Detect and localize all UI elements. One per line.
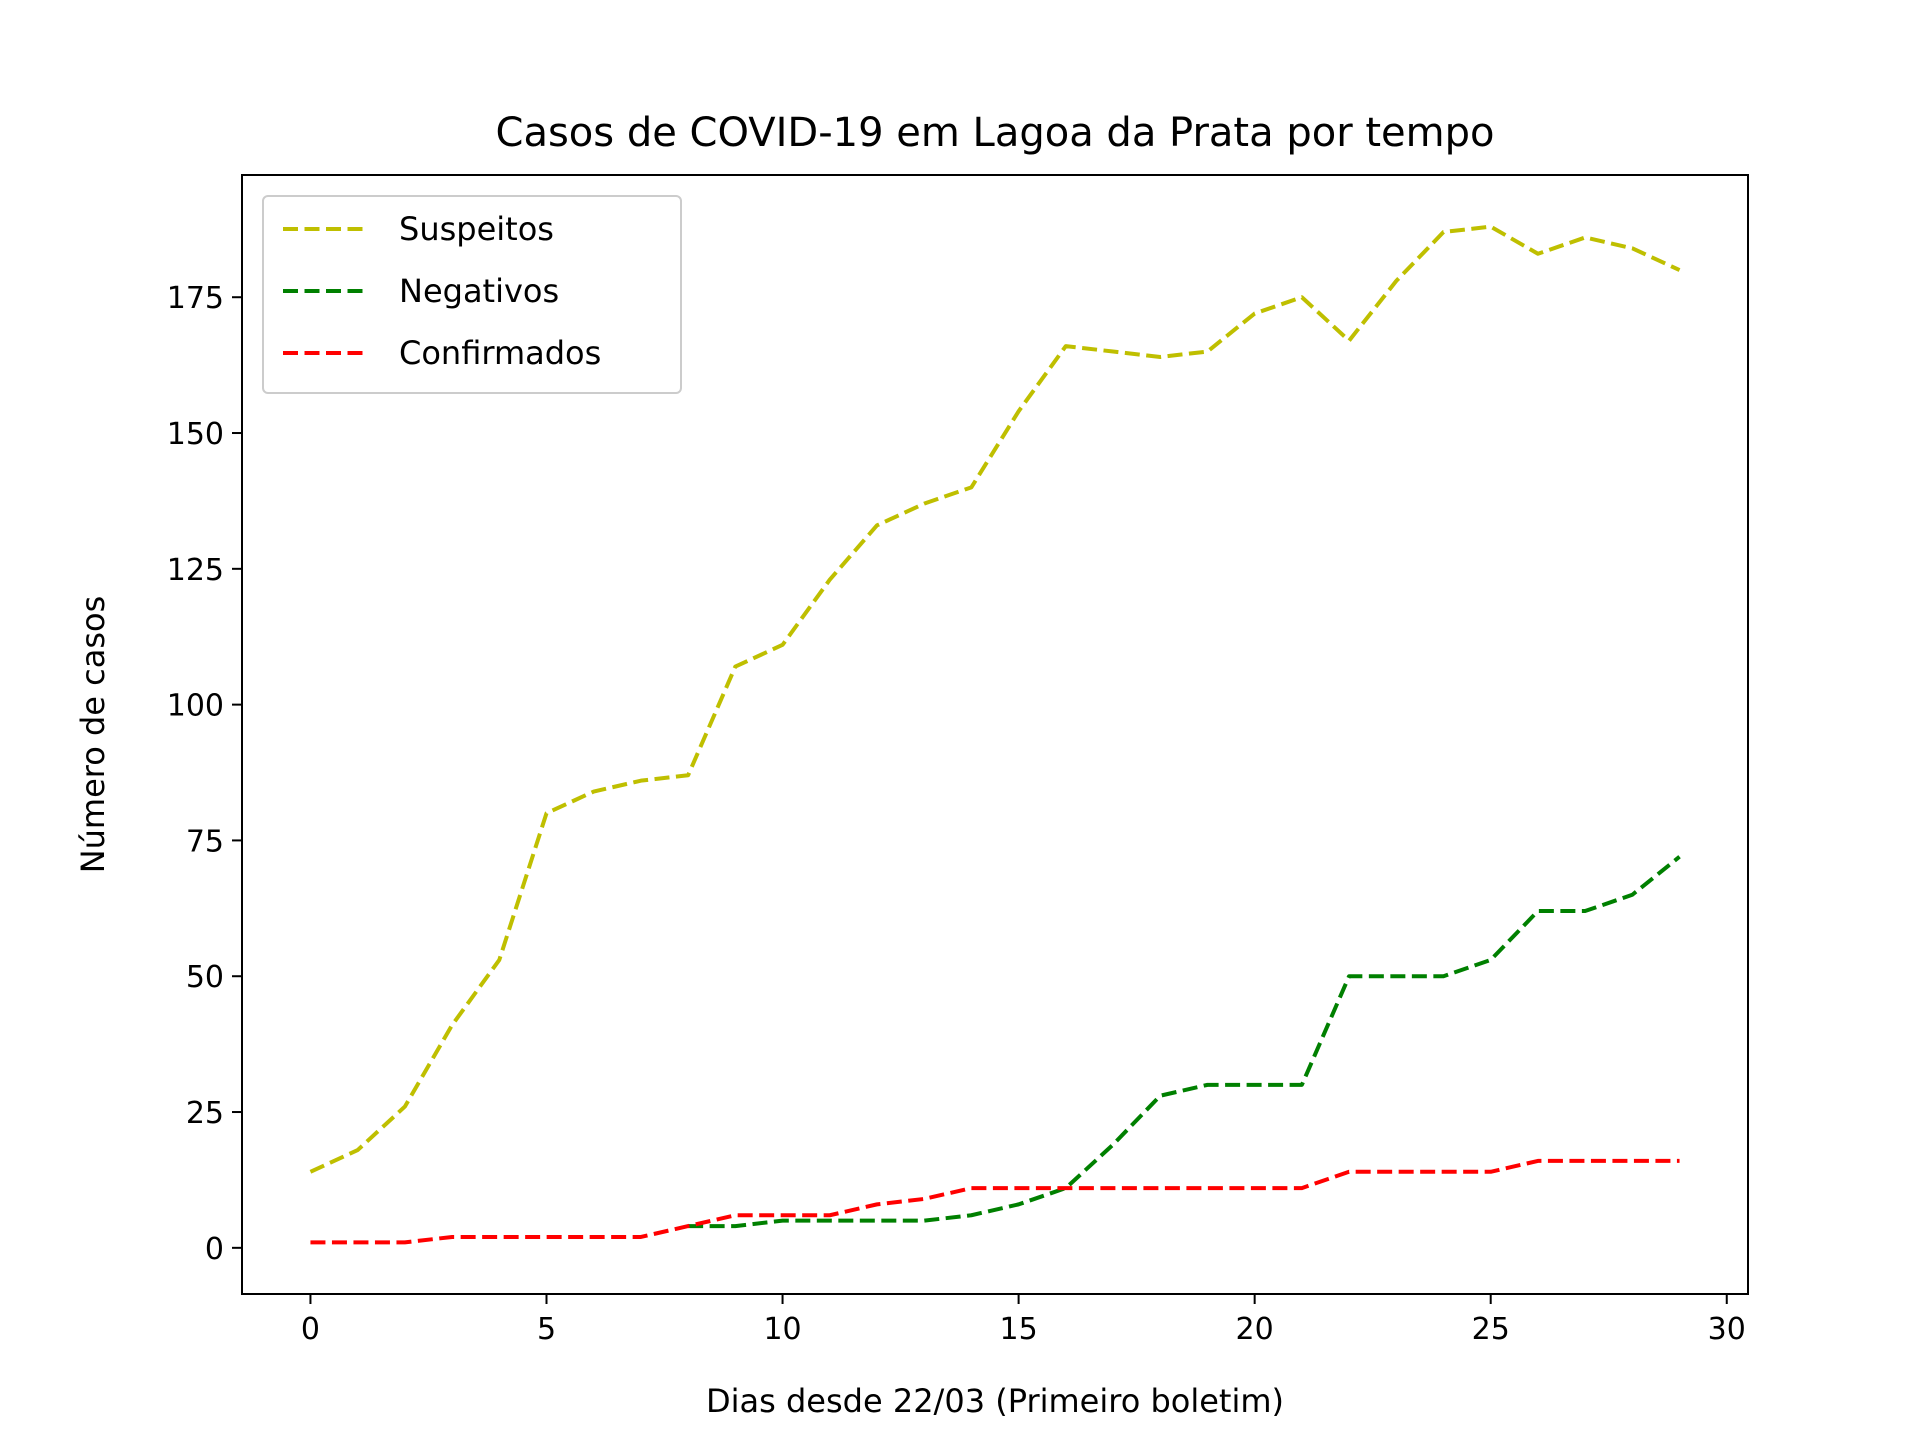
chart-title: Casos de COVID-19 em Lagoa da Prata por … [496,110,1495,156]
legend-box [262,195,682,394]
axes: 0 5 10 15 20 25 30 0 25 50 75 100 125 150 175 [167,174,1749,1347]
x-tick-label: 25 [1472,1312,1510,1347]
legend-label: Suspeitos [399,210,554,248]
x-tick-label: 5 [537,1312,556,1347]
series-line-suspeitos [309,224,1681,1174]
x-axis-label: Dias desde 22/03 (Primeiro boletim) [706,1382,1284,1420]
plot-area [309,224,1681,1245]
x-tick-label: 15 [1000,1312,1038,1347]
x-tick-label: 30 [1708,1312,1746,1347]
legend: Suspeitos Negativos Confirmados [262,195,682,394]
y-tick-label: 75 [186,824,224,859]
y-tick-label: 50 [186,960,224,995]
y-tick-label: 125 [167,553,224,588]
axes-frame [241,174,1749,1295]
y-tick-label: 175 [167,281,224,316]
legend-label: Confirmados [399,334,601,372]
y-tick-label: 25 [186,1096,224,1131]
x-tick-label: 0 [301,1312,320,1347]
series-line-confirmados [310,1158,1680,1245]
y-tick-label: 150 [167,417,224,452]
x-tick-label: 10 [763,1312,801,1347]
y-tick-label: 100 [167,689,224,724]
series-line-negativos [688,855,1681,1229]
y-tick-label: 0 [205,1232,224,1267]
y-axis-label: Número de casos [74,596,112,874]
legend-label: Negativos [399,272,559,310]
x-tick-label: 20 [1236,1312,1274,1347]
